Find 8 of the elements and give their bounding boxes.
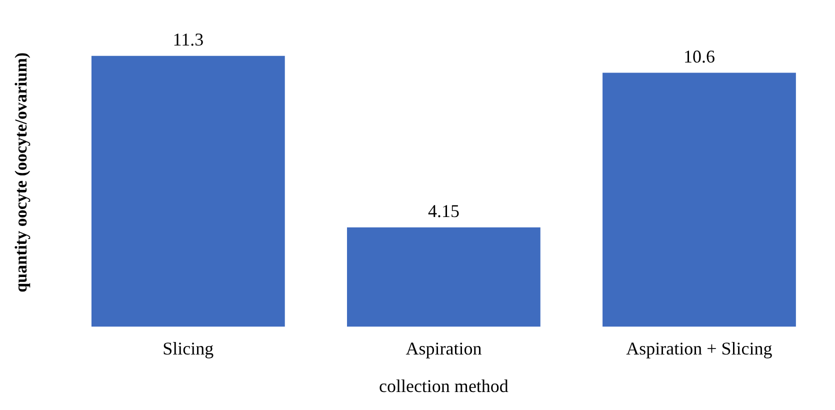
data-label: 4.15: [428, 201, 460, 222]
data-label: 10.6: [683, 46, 715, 66]
x-tick-label: Aspiration: [406, 338, 482, 358]
x-axis-title: collection method: [378, 376, 508, 396]
x-tick-label: Slicing: [162, 338, 214, 358]
x-tick-label: Aspiration + Slicing: [626, 338, 772, 358]
y-axis-title: quantity oocyte (oocyte/ovarium): [12, 52, 31, 292]
data-label: 11.3: [172, 30, 204, 50]
